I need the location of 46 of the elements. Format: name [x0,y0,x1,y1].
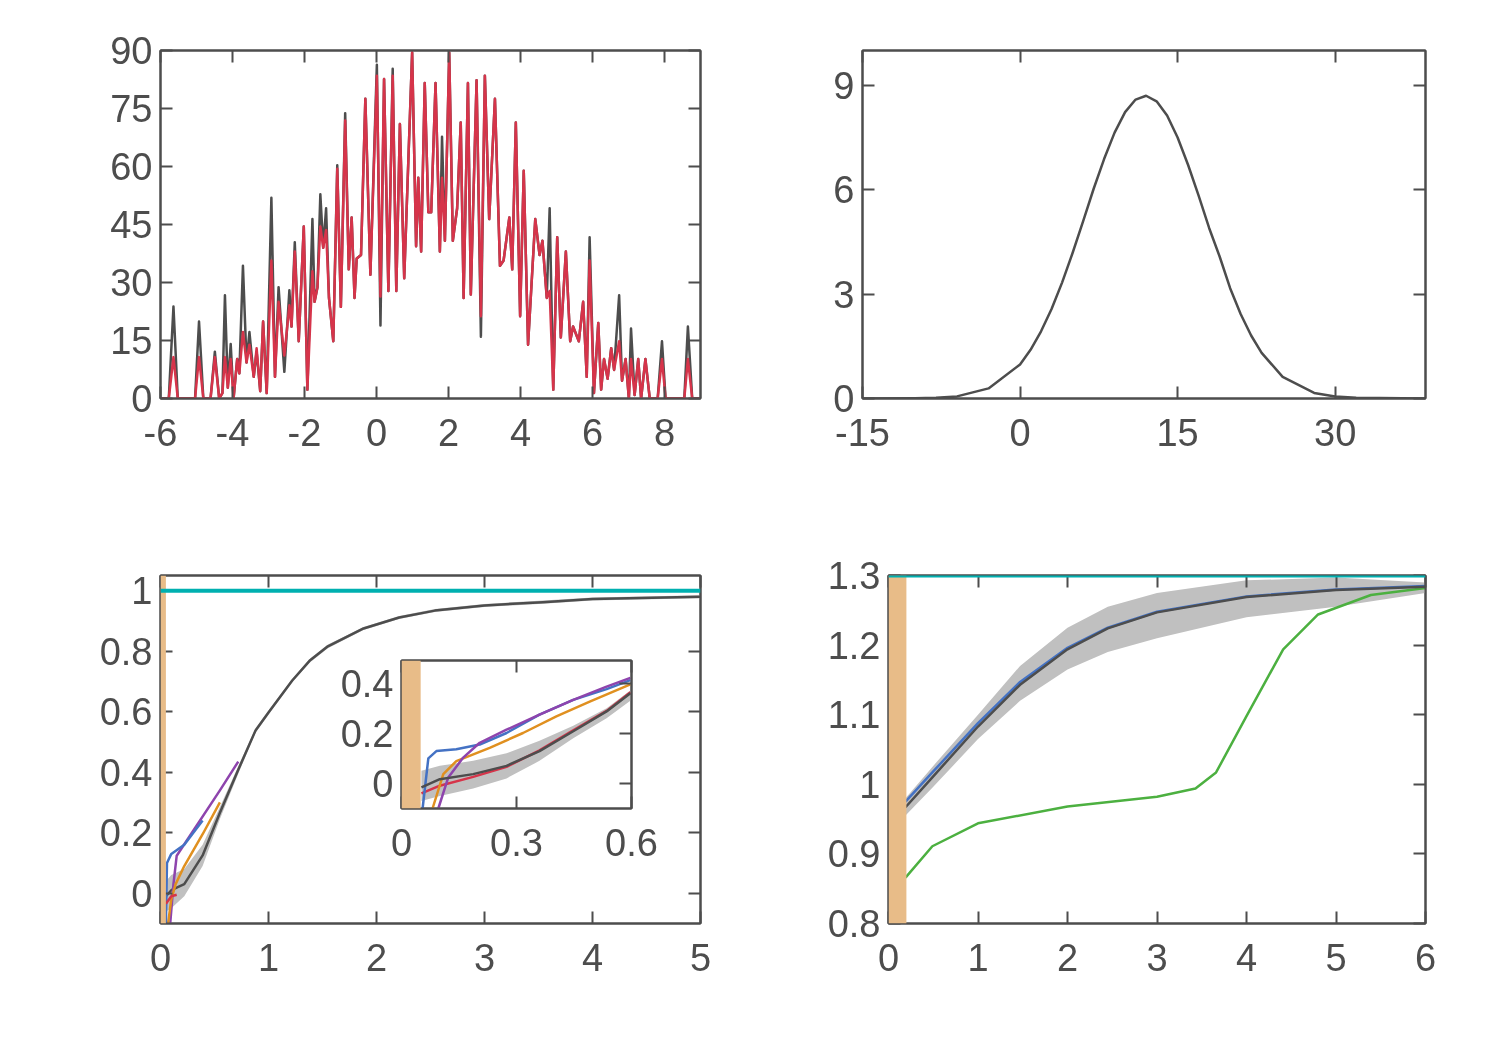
x-tick-label: 2 [1056,936,1079,979]
y-tick-label: 0.6 [99,691,153,734]
y-tick-label: 0.9 [827,833,881,876]
y-tick-label: 1 [859,763,881,806]
x-tick-label: 5 [689,936,712,979]
y-tick-label: 6 [833,169,855,212]
y-tick-label: 0 [372,762,394,805]
x-tick-label: 1 [967,936,989,979]
x-tick-label: 5 [1325,936,1347,979]
x-tick-label: 6 [1414,936,1437,979]
y-tick-label: 45 [110,204,153,246]
y-tick-label: 0.4 [99,751,153,794]
x-tick-label: 8 [653,411,676,454]
x-tick-label: 0.6 [605,821,658,864]
y-tick-label: 90 [110,30,153,72]
y-tick-label: 60 [110,146,153,188]
x-tick-label: 4 [1235,936,1258,979]
y-tick-label: 1.3 [827,555,881,597]
y-tick-label: 0.2 [99,812,153,855]
x-tick-label: 1 [257,936,280,979]
x-tick-label: 0.3 [490,821,543,864]
y-tick-label: 0.8 [827,903,881,945]
x-tick-label: -2 [287,411,322,454]
y-tick-label: 1.1 [827,694,881,737]
y-tick-label: 0 [131,872,153,915]
y-tick-label: 1.2 [827,624,881,667]
x-tick-label: 4 [509,411,532,454]
x-tick-label: 0 [1009,411,1031,454]
y-tick-label: 3 [833,273,855,316]
y-tick-label: 0.4 [340,662,394,705]
x-tick-label: 15 [1156,411,1199,454]
y-tick-label: 0.8 [99,630,153,673]
y-tick-label: 0.2 [340,712,394,755]
x-tick-label: -4 [215,411,250,454]
x-tick-label: 6 [581,411,604,454]
x-tick-label: 4 [581,936,604,979]
y-tick-label: 15 [110,320,153,362]
y-tick-label: 75 [110,88,153,130]
x-tick-label: 2 [437,411,460,454]
y-tick-label: 30 [110,262,153,304]
x-tick-label: 2 [365,936,388,979]
y-tick-label: 1 [131,570,153,613]
x-tick-label: 3 [1146,936,1168,979]
y-tick-label: 9 [833,64,855,107]
x-tick-label: 3 [473,936,496,979]
x-tick-label: 30 [1314,411,1357,454]
